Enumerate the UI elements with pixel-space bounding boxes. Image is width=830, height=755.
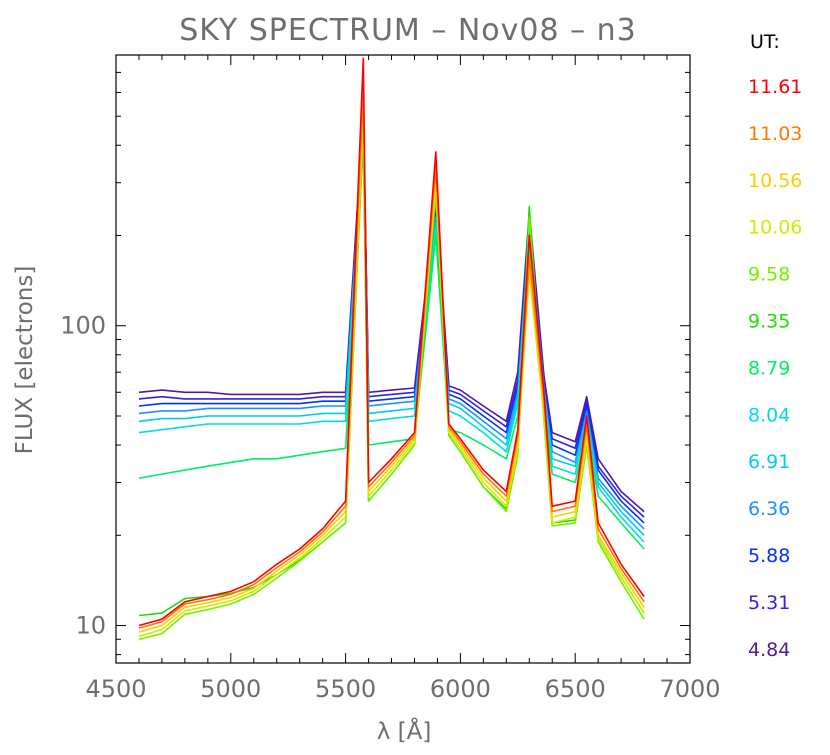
y-tick-label: 100 bbox=[60, 312, 106, 340]
legend-entry: 11.61 bbox=[748, 76, 802, 98]
legend-entry: 8.79 bbox=[748, 357, 790, 379]
legend-entry: 4.84 bbox=[748, 639, 790, 661]
axes-layer: 4500 5000 5500 6000 6500 7000 10 100 bbox=[60, 55, 721, 703]
series-layer bbox=[138, 57, 645, 641]
legend-entry: 5.31 bbox=[748, 592, 790, 614]
y-axis-label: FLUX [electrons] bbox=[12, 266, 38, 455]
legend: 11.61 11.03 10.56 10.06 9.58 9.35 8.79 8.04 6.91… bbox=[748, 76, 802, 661]
legend-entry: 10.56 bbox=[748, 170, 802, 192]
legend-entry: 5.88 bbox=[748, 545, 790, 567]
legend-entry: 11.03 bbox=[748, 123, 802, 145]
legend-entry: 6.91 bbox=[748, 451, 790, 473]
x-tick-label: 4500 bbox=[85, 675, 146, 703]
x-tick-label: 6500 bbox=[545, 675, 606, 703]
legend-entry: 6.36 bbox=[748, 498, 790, 520]
x-tick-label: 6000 bbox=[430, 675, 491, 703]
series-line-11-61 bbox=[138, 57, 645, 627]
plot-frame bbox=[115, 54, 691, 664]
legend-entry: 10.06 bbox=[748, 217, 802, 239]
legend-entry: 9.58 bbox=[748, 264, 790, 286]
legend-title: UT: bbox=[750, 31, 780, 53]
x-axis-label: λ [Å] bbox=[377, 717, 432, 745]
chart-title: SKY SPECTRUM – Nov08 – n3 bbox=[179, 13, 637, 48]
y-tick-label: 10 bbox=[75, 612, 106, 640]
x-tick-label: 5500 bbox=[315, 675, 376, 703]
series-line-8-79 bbox=[138, 144, 645, 550]
x-tick-label: 7000 bbox=[659, 675, 720, 703]
legend-entry: 9.35 bbox=[748, 311, 790, 333]
legend-entry: 8.04 bbox=[748, 404, 790, 426]
x-tick-label: 5000 bbox=[200, 675, 261, 703]
